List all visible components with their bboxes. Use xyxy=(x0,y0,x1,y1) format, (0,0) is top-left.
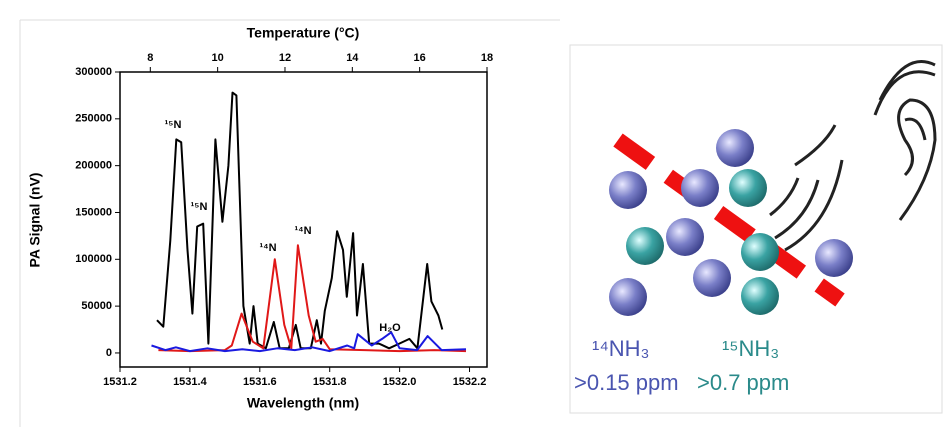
molecules-14 xyxy=(609,129,853,316)
annotation: ¹⁵N xyxy=(191,201,208,213)
series-line xyxy=(156,91,444,350)
y-tick-label: 300000 xyxy=(75,66,112,78)
annotation: H₂O xyxy=(379,322,401,334)
series-line xyxy=(158,244,467,353)
x2-tick-label: 16 xyxy=(414,52,426,64)
illustration: ¹⁴NH₃ ¹⁵NH₃ >0.15 ppm >0.7 ppm xyxy=(569,44,943,414)
x-tick-label: 1532.2 xyxy=(453,376,487,388)
x-tick-label: 1531.2 xyxy=(103,376,137,388)
x-tick-label: 1531.4 xyxy=(173,376,208,388)
laser-beam xyxy=(613,133,845,307)
x-axis-title: Wavelength (nm) xyxy=(247,395,359,411)
ear xyxy=(873,60,937,221)
y-tick-label: 100000 xyxy=(75,253,112,265)
x2-tick-label: 12 xyxy=(279,52,291,64)
y-tick-label: 200000 xyxy=(75,160,112,172)
y-tick-label: 150000 xyxy=(75,206,112,218)
y-tick-label: 0 xyxy=(106,347,112,359)
x2-tick-label: 8 xyxy=(147,52,153,64)
y-tick-label: 50000 xyxy=(81,300,112,312)
x2-tick-label: 10 xyxy=(212,52,224,64)
x-tick-label: 1531.8 xyxy=(313,376,347,388)
molecules-15 xyxy=(626,169,779,315)
label-15-limit: >0.7 ppm xyxy=(697,370,789,395)
x-tick-label: 1532.0 xyxy=(383,376,417,388)
annotation: ¹⁴N xyxy=(259,242,276,254)
y-axis-title: PA Signal (nV) xyxy=(27,173,43,268)
plot: 0 50000 100000 150000 200000 250000 300000 1531… xyxy=(75,52,493,388)
plot-frame xyxy=(119,71,488,368)
y-tick-label: 250000 xyxy=(75,113,112,125)
x2-tick-label: 14 xyxy=(346,52,359,64)
label-14nh3: ¹⁴NH₃ xyxy=(592,336,650,361)
label-14-limit: >0.15 ppm xyxy=(574,370,679,395)
sound-waves xyxy=(769,124,844,252)
label-15nh3: ¹⁵NH₃ xyxy=(722,336,779,361)
x2-axis-title: Temperature (°C) xyxy=(247,25,360,41)
series-line xyxy=(151,331,467,353)
x-tick-label: 1531.6 xyxy=(243,376,277,388)
annotation: ¹⁵N xyxy=(165,119,182,131)
annotation: ¹⁴N xyxy=(294,225,311,237)
x2-tick-label: 18 xyxy=(481,52,493,64)
